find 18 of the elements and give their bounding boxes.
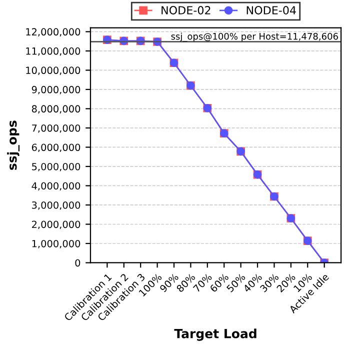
- legend-label: NODE-02: [162, 6, 210, 14]
- y-tick-label: 2,000,000: [32, 220, 80, 230]
- y-tick-label: 6,000,000: [32, 144, 80, 152]
- y-tick-label: 0: [75, 259, 80, 267]
- y-tick-label: 7,000,000: [32, 124, 80, 133]
- x-axis-title: Target Load: [174, 328, 256, 341]
- legend-label: NODE-04: [246, 6, 296, 14]
- y-axis-title: ssj_ops: [7, 120, 20, 170]
- y-tick-label: 3,000,000: [32, 201, 80, 210]
- y-tick-label: 10,000,000: [26, 66, 80, 76]
- y-tick-label: 4,000,000: [32, 182, 80, 191]
- y-tick-label: 12,000,000: [26, 28, 80, 37]
- y-tick-label: 8,000,000: [32, 105, 80, 114]
- ref-line-label: ssj_ops@100% per Host=11,478,606: [171, 32, 338, 42]
- y-tick-label: 1,000,000: [32, 240, 80, 248]
- y-tick-label: 9,000,000: [32, 86, 80, 94]
- y-tick-label: 11,000,000: [26, 47, 80, 56]
- y-tick-label: 5,000,000: [32, 162, 80, 172]
